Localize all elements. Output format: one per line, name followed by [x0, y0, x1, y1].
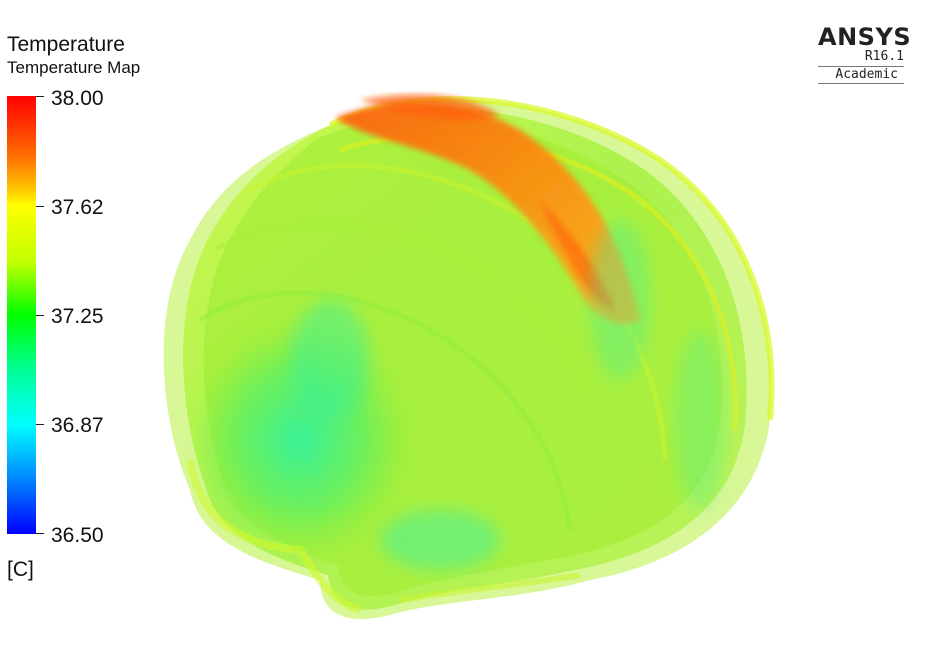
legend-tick-label: 37.62 — [51, 196, 104, 219]
legend-tick-label: 38.00 — [51, 87, 104, 110]
brain-slices — [163, 94, 775, 620]
legend-tick — [36, 96, 44, 97]
legend-unit: [C] — [7, 558, 34, 581]
legend-tick — [36, 206, 44, 207]
legend-tick-label: 36.50 — [51, 524, 104, 547]
logo-version: R16.1 — [864, 49, 904, 64]
legend-subtitle: Temperature Map — [7, 58, 141, 77]
color-scale-bar — [7, 96, 36, 534]
legend-tick-label: 36.87 — [51, 414, 104, 437]
legend-tick-label: 37.25 — [51, 305, 104, 328]
legend-tick — [36, 424, 44, 425]
legend-tick — [36, 315, 44, 316]
logo-name: ANSYS — [818, 23, 912, 51]
logo-edition: Academic — [818, 66, 904, 84]
legend-title: Temperature — [7, 33, 125, 56]
legend-tick — [36, 533, 44, 534]
ansys-logo: ANSYS R16.1 Academic — [818, 23, 912, 84]
